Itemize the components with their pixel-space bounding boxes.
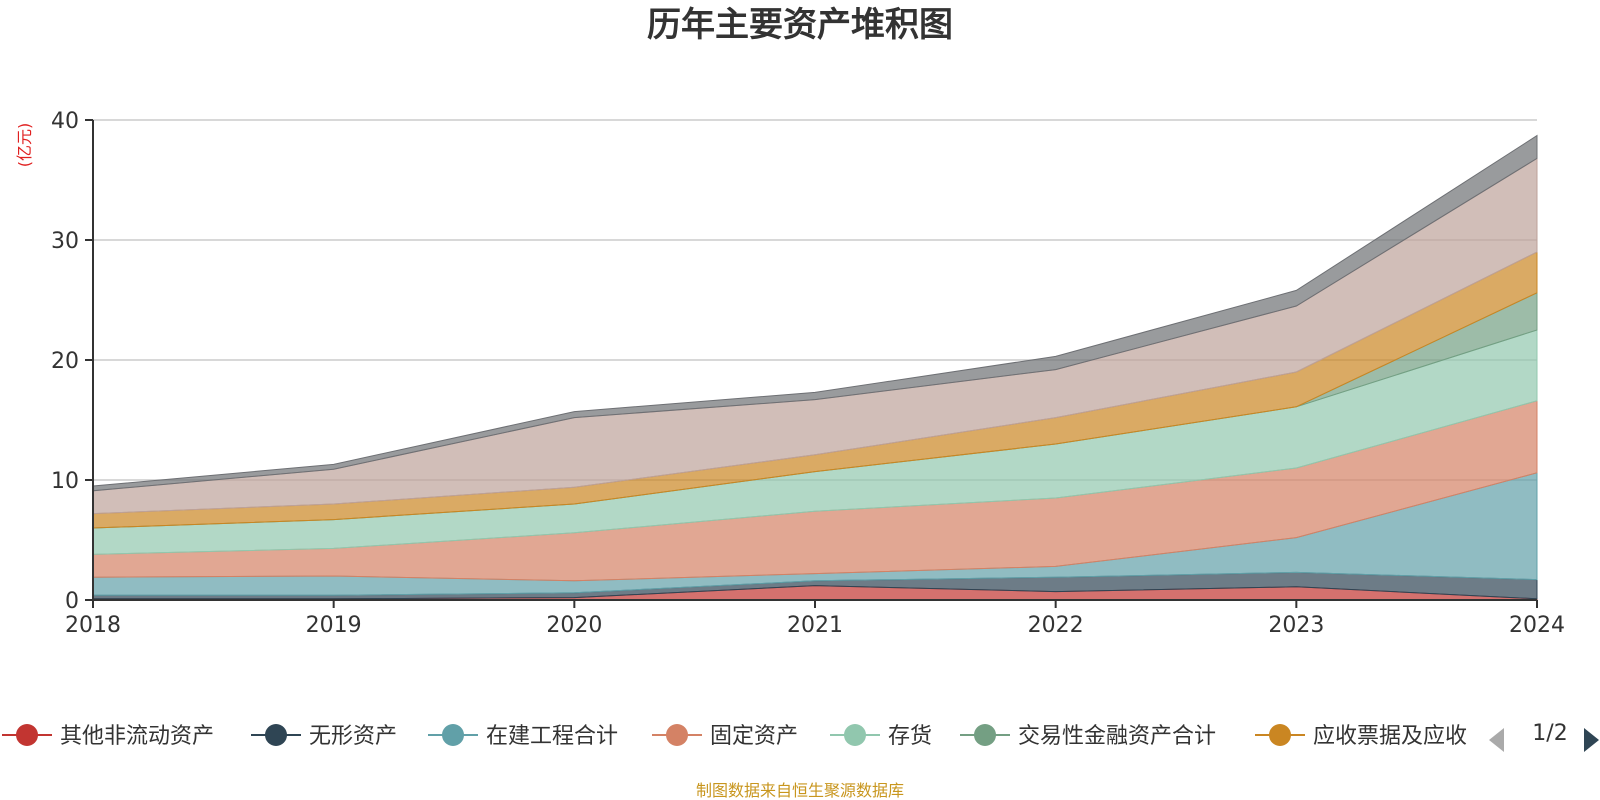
legend: 其他非流动资产 无形资产 在建工程合计 固定资产 存货 交易性金融资产合计 应收票据及应收 (2, 724, 1467, 749)
legend-marker-icon (265, 724, 287, 746)
legend-item[interactable]: 固定资产 (652, 724, 798, 749)
x-tick-label: 2018 (65, 613, 121, 638)
legend-label: 交易性金融资产合计 (1018, 724, 1216, 749)
area-series-9 (92, 134, 1538, 492)
area-series (92, 134, 1538, 601)
x-tick-label: 2022 (1028, 613, 1084, 638)
legend-marker-icon (974, 724, 996, 746)
legend-label: 应收票据及应收 (1313, 724, 1467, 749)
legend-item[interactable]: 其他非流动资产 (2, 724, 214, 749)
y-tick-label: 0 (65, 589, 79, 614)
x-tick-label: 2024 (1509, 613, 1565, 638)
legend-item[interactable]: 存货 (830, 724, 932, 749)
x-tick-label: 2020 (546, 613, 602, 638)
legend-item[interactable]: 交易性金融资产合计 (960, 724, 1216, 749)
legend-label: 存货 (888, 724, 932, 749)
x-tick-label: 2019 (306, 613, 362, 638)
legend-label: 固定资产 (710, 724, 798, 749)
legend-label: 无形资产 (309, 724, 397, 749)
legend-item[interactable]: 应收票据及应收 (1255, 724, 1467, 749)
y-axis-unit-label: (亿元) (15, 123, 34, 168)
y-tick-label: 30 (51, 229, 79, 254)
legend-marker-icon (666, 724, 688, 746)
y-tick-label: 10 (51, 469, 79, 494)
x-tick-label: 2021 (787, 613, 843, 638)
legend-item[interactable]: 无形资产 (251, 724, 397, 749)
x-tick-label: 2023 (1268, 613, 1324, 638)
y-tick-label: 20 (51, 349, 79, 374)
legend-label: 其他非流动资产 (60, 724, 214, 749)
legend-page-indicator: 1/2 (1532, 721, 1567, 746)
legend-next-arrow-icon[interactable] (1584, 728, 1599, 752)
legend-marker-icon (1269, 724, 1291, 746)
y-tick-label: 40 (51, 109, 79, 134)
legend-marker-icon (442, 724, 464, 746)
legend-marker-icon (844, 724, 866, 746)
chart-title: 历年主要资产堆积图 (647, 5, 953, 45)
legend-prev-arrow-icon[interactable] (1489, 728, 1504, 752)
legend-item[interactable]: 在建工程合计 (428, 724, 618, 749)
source-note: 制图数据来自恒生聚源数据库 (696, 781, 904, 800)
legend-marker-icon (16, 724, 38, 746)
axes: 0 10 20 30 40 2018 2019 2020 2021 2022 2023 2024 (51, 109, 1565, 638)
legend-label: 在建工程合计 (486, 724, 618, 749)
